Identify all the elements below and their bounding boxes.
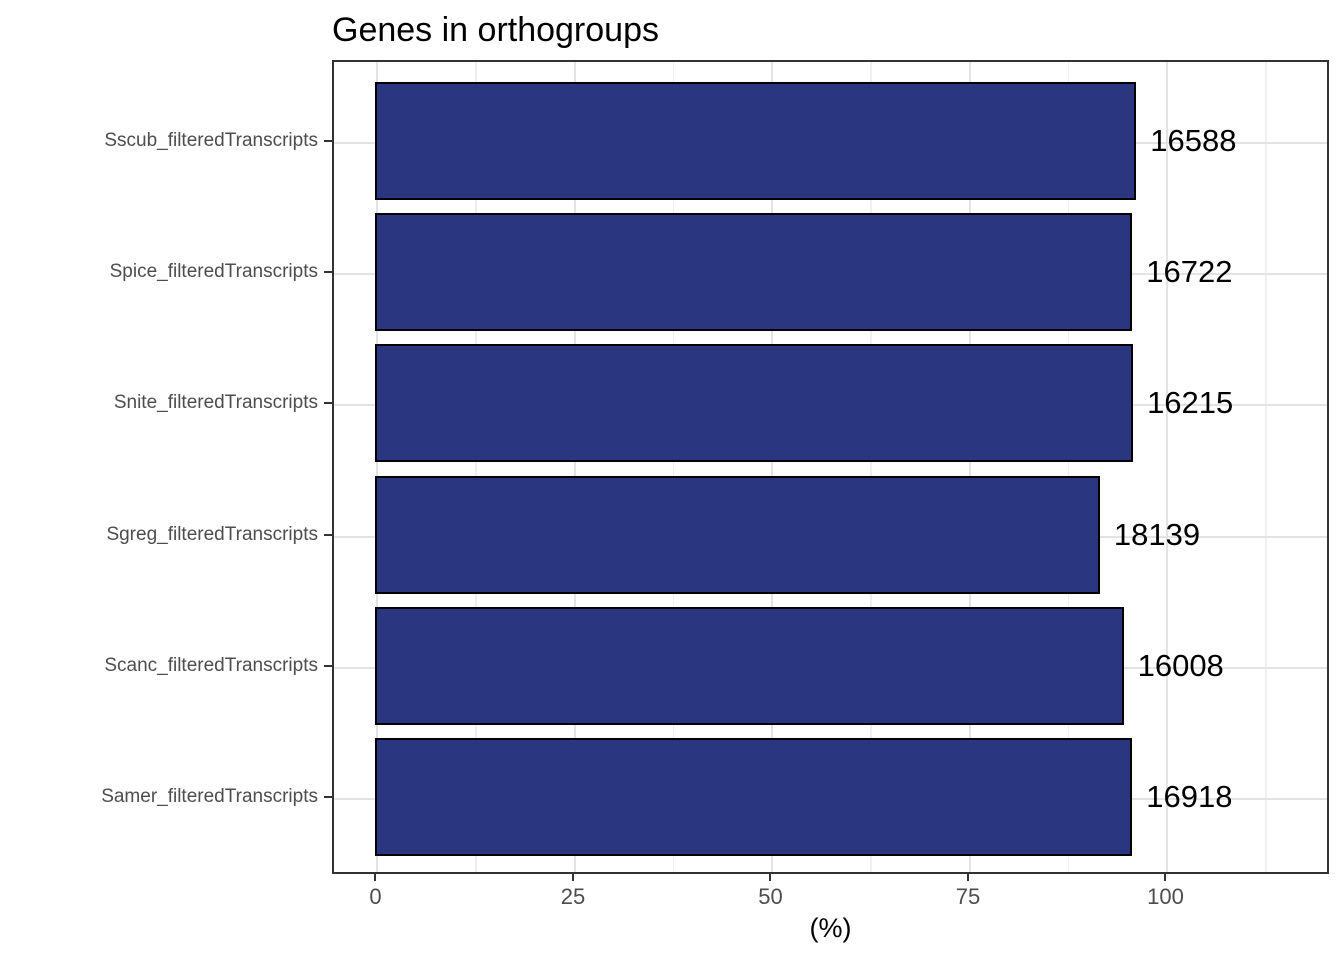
gridline-major-x: [376, 62, 379, 872]
gridline-minor-x: [475, 62, 477, 872]
y-tick: [324, 796, 332, 799]
x-tick-label: 75: [955, 884, 981, 909]
y-tick: [324, 533, 332, 536]
value-label: 16588: [1150, 122, 1237, 158]
y-tick: [324, 139, 332, 142]
y-tick: [324, 664, 332, 667]
value-label: 18139: [1113, 516, 1201, 552]
y-axis-label: Snite_filteredTranscripts: [113, 392, 318, 414]
x-tick: [769, 872, 772, 881]
gridline-minor-x: [870, 62, 872, 872]
bar: [375, 738, 1133, 857]
y-tick: [324, 271, 332, 274]
x-tick: [966, 872, 969, 881]
y-axis-label: Scanc_filteredTranscripts: [104, 654, 318, 676]
gridline-minor-x: [1067, 62, 1070, 872]
x-tick-label: 50: [758, 884, 783, 909]
y-axis-label: Spice_filteredTranscripts: [109, 261, 318, 283]
chart-title: Genes in orthogroups: [332, 11, 659, 49]
bar: [375, 81, 1137, 200]
gridline-major-x: [1166, 62, 1169, 872]
x-tick-label: 100: [1147, 884, 1184, 909]
x-tick-label: 0: [369, 884, 382, 909]
bar: [375, 344, 1134, 463]
bar: [375, 213, 1133, 332]
gridline-minor-x: [1265, 62, 1267, 872]
x-tick: [1164, 872, 1167, 881]
bar: [375, 475, 1100, 594]
y-axis-label: Sgreg_filteredTranscripts: [106, 523, 318, 545]
y-axis-label: Sscub_filteredTranscripts: [104, 129, 318, 151]
gridline-major-x: [771, 62, 774, 872]
value-label: 16722: [1146, 254, 1233, 290]
value-label: 16215: [1147, 385, 1234, 421]
y-axis-label: Samer_filteredTranscripts: [101, 786, 318, 808]
value-label: 16008: [1137, 647, 1224, 683]
gridline-minor-x: [672, 62, 675, 872]
y-tick: [324, 402, 332, 405]
x-axis-title: (%): [809, 913, 852, 943]
x-tick-label: 25: [560, 884, 586, 909]
bar: [375, 606, 1124, 725]
value-label: 16918: [1146, 779, 1233, 815]
x-tick: [374, 872, 377, 881]
gridline-major-x: [573, 62, 576, 872]
x-tick: [571, 872, 574, 881]
gridline-major-x: [968, 62, 971, 872]
